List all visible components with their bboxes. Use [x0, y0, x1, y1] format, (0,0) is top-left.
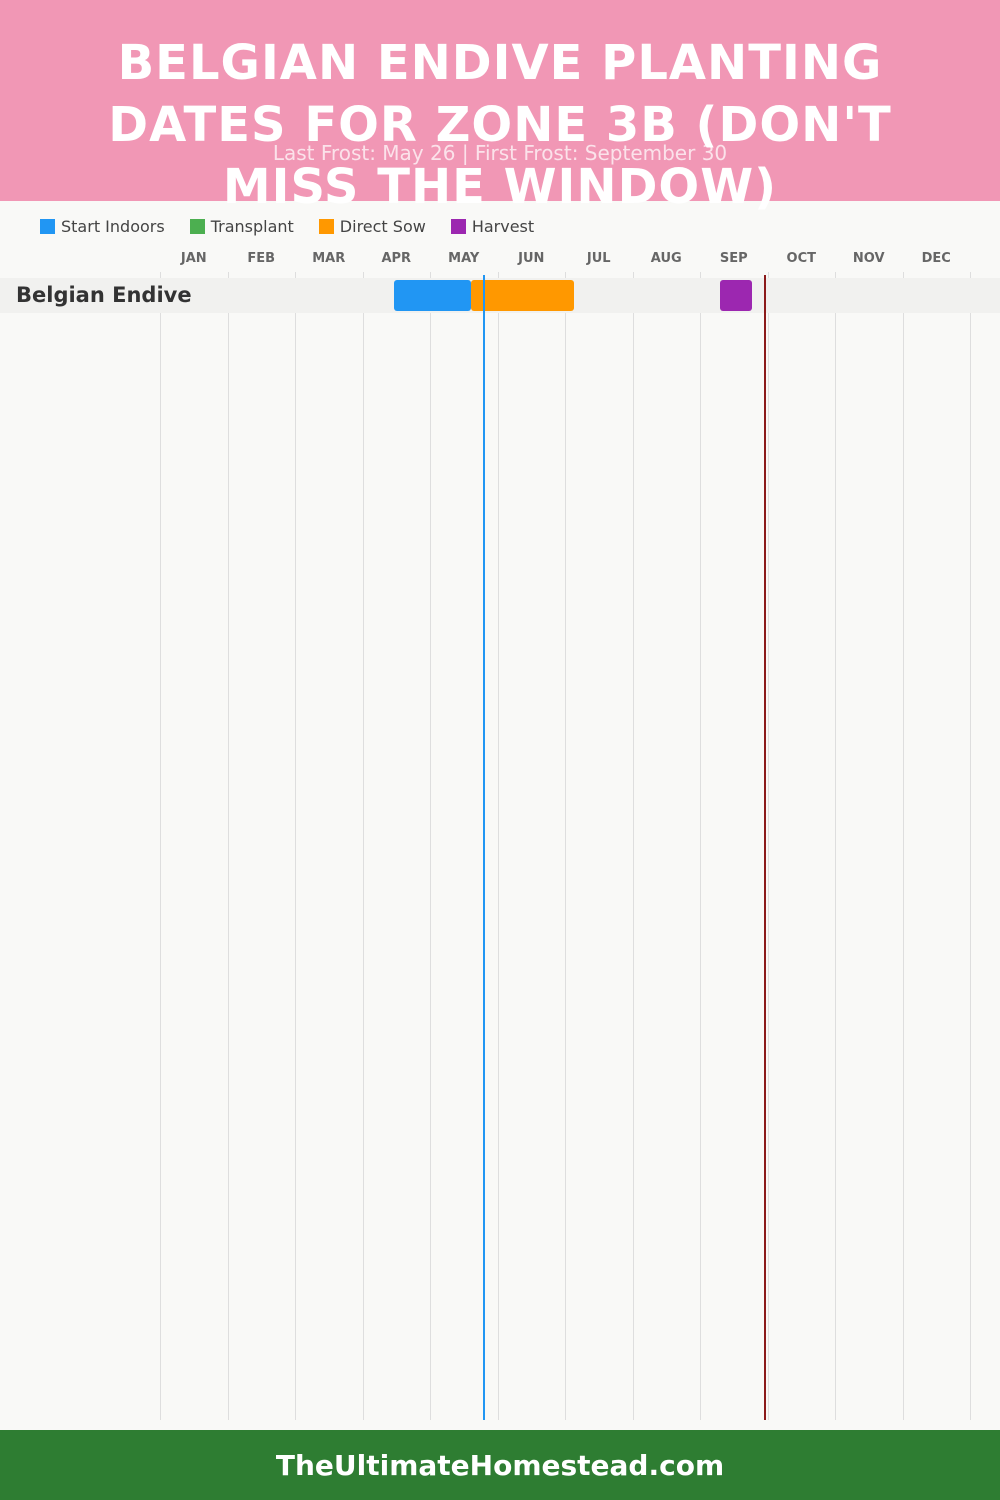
bar-start-indoors: [394, 280, 472, 311]
month-gridline: [363, 272, 364, 1420]
month-gridline: [228, 272, 229, 1420]
legend-label: Start Indoors: [61, 216, 165, 236]
month-gridline: [498, 272, 499, 1420]
month-gridline: [768, 272, 769, 1420]
month-label-jan: JAN: [180, 251, 207, 266]
month-gridline: [903, 272, 904, 1420]
month-label-aug: AUG: [650, 251, 682, 266]
last-frost-line: [483, 275, 486, 1420]
month-label-jun: JUN: [518, 251, 545, 266]
month-gridline: [700, 272, 701, 1420]
month-label-jul: JUL: [586, 251, 611, 266]
month-label-may: MAY: [448, 251, 480, 266]
month-gridline: [295, 272, 296, 1420]
legend-item-start-indoors: Start Indoors: [40, 217, 165, 236]
legend-swatch: [189, 218, 205, 234]
site-name: TheUltimateHomestead.com: [275, 1448, 725, 1482]
month-gridline: [160, 272, 161, 1420]
header-banner: Belgian Endive Planting Dates for Zone 3…: [0, 0, 1000, 215]
month-gridline: [565, 272, 566, 1420]
month-label-mar: MAR: [312, 251, 346, 266]
month-label-nov: NOV: [852, 251, 885, 266]
legend-item-direct-sow: Direct Sow: [318, 216, 426, 236]
month-gridline: [835, 272, 836, 1420]
legend-swatch: [450, 218, 466, 234]
crop-label: Belgian Endive: [16, 283, 192, 307]
month-label-apr: APR: [381, 251, 412, 266]
legend-label: Direct Sow: [339, 216, 426, 236]
bar-direct-sow: [471, 280, 574, 311]
legend-swatch: [40, 218, 55, 234]
legend-item-harvest: Harvest: [450, 216, 535, 236]
month-gridline: [970, 272, 971, 1420]
frost-dates-subtitle: Last Frost: May 26 | First Frost: Septem…: [272, 141, 728, 165]
month-label-feb: FEB: [247, 251, 276, 266]
legend-label: Harvest: [471, 216, 535, 236]
chart-legend: Start Indoors Transplant Direct Sow Harvest: [40, 214, 534, 238]
month-label-sep: SEP: [719, 251, 748, 266]
month-gridline: [430, 272, 431, 1420]
footer-banner: TheUltimateHomestead.com: [0, 1430, 1000, 1500]
month-label-oct: OCT: [786, 251, 816, 266]
legend-label: Transplant: [210, 216, 294, 236]
bar-harvest: [720, 280, 752, 311]
legend-item-transplant: Transplant: [189, 216, 294, 236]
first-frost-line: [764, 275, 767, 1420]
month-label-dec: DEC: [921, 251, 951, 266]
legend-swatch: [318, 218, 334, 234]
page-title: Belgian Endive Planting Dates for Zone 3…: [108, 35, 892, 215]
month-gridline: [633, 272, 634, 1420]
